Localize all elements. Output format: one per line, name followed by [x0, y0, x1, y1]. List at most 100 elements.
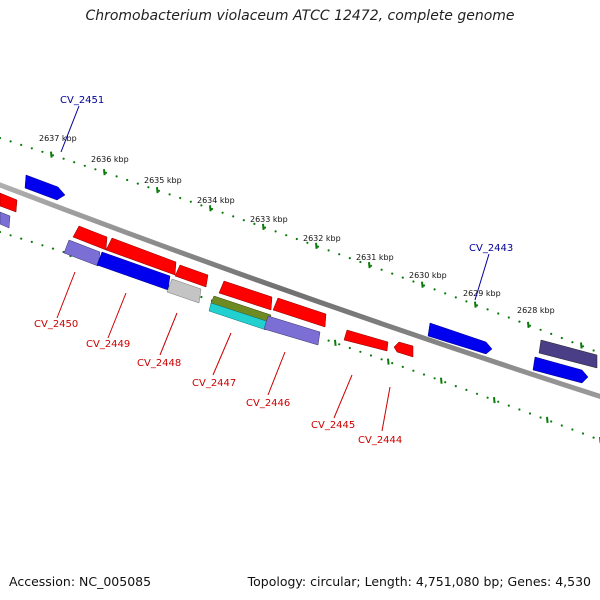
minus-strand-features	[0, 192, 414, 358]
scale-dot	[528, 412, 532, 415]
scale-label-2630: 2630 kbp	[409, 271, 447, 280]
gene-label-cv2451[interactable]: CV_2451	[60, 95, 104, 106]
gene-label-cv2448[interactable]: CV_2448	[137, 358, 181, 369]
scale-dot	[412, 280, 415, 283]
scale-tick	[527, 321, 530, 328]
gene-feature-cv2446[interactable]	[218, 280, 273, 311]
scale-dot	[359, 260, 362, 264]
scale-label-2628: 2628 kbp	[517, 306, 555, 315]
scale-dot	[62, 157, 65, 160]
gene-label-cv2445[interactable]: CV_2445	[311, 420, 355, 431]
scale-tick	[546, 416, 549, 423]
gene-feature-cv2446b[interactable]	[272, 297, 327, 328]
gene-feature-cv2449[interactable]	[105, 237, 177, 276]
scale-dot	[242, 219, 245, 222]
scale-dot	[433, 288, 436, 291]
gene-feature-cv2448b[interactable]	[166, 278, 202, 304]
scale-dot	[465, 388, 468, 391]
gene-feature-cv2451[interactable]	[24, 174, 66, 201]
gene-label-cv2450[interactable]: CV_2450	[34, 319, 78, 330]
gene-label-cv2446[interactable]: CV_2446	[246, 398, 290, 409]
scale-label-2636: 2636 kbp	[91, 155, 129, 164]
scale-dot	[0, 230, 2, 234]
scale-dot	[518, 320, 521, 323]
scale-dot	[528, 324, 532, 327]
scale-label-2629: 2629 kbp	[463, 289, 501, 298]
gene-feature-cv2445[interactable]	[343, 329, 389, 352]
scale-tick	[103, 169, 106, 176]
scale-dot	[83, 164, 86, 167]
scale-dot	[454, 385, 457, 388]
scale-dot	[486, 308, 489, 311]
scale-dot	[41, 150, 44, 153]
scale-dot	[539, 328, 542, 331]
scale-tick	[334, 339, 337, 346]
scale-dot	[30, 147, 33, 150]
scale-dot	[189, 200, 192, 203]
gene-feature-cv2446c[interactable]	[263, 315, 321, 346]
gene-label-cv2444[interactable]: CV_2444	[358, 435, 402, 446]
scale-label-2637: 2637 kbp	[39, 134, 77, 143]
scale-dot	[497, 400, 500, 403]
scale-dot	[592, 349, 595, 352]
scale-dot	[316, 245, 320, 248]
scale-dot	[327, 339, 330, 342]
scale-dot	[507, 316, 510, 319]
gene-feature-cv2450b[interactable]	[63, 239, 101, 267]
scale-dot	[444, 381, 447, 384]
scale-tick	[262, 223, 265, 230]
leader-lines	[56, 105, 490, 432]
scale-dot	[560, 424, 563, 427]
scale-label-2631: 2631 kbp	[356, 253, 394, 262]
gene-feature-cv2443[interactable]	[427, 322, 493, 355]
scale-dot	[338, 253, 341, 256]
scale-dot	[412, 369, 415, 372]
scale-dot	[20, 143, 23, 146]
gene-feature-cv2447b[interactable]	[208, 302, 270, 331]
scale-tick	[493, 397, 496, 404]
gene-label-cv2447[interactable]: CV_2447	[192, 378, 236, 389]
scale-dot	[200, 204, 203, 207]
gene-feature-blue-right[interactable]	[532, 356, 589, 384]
gene-label-cv2443[interactable]: CV_2443	[469, 243, 513, 254]
gene-feature-cv2444[interactable]	[393, 341, 414, 358]
scale-tick	[440, 377, 443, 384]
scale-tick	[474, 301, 477, 308]
scale-dot	[369, 264, 373, 267]
scale-dot	[475, 392, 479, 395]
scale-dot	[104, 171, 108, 174]
leader-cv2443	[474, 253, 490, 301]
scale-dot	[232, 215, 235, 218]
gene-feature-cv2448[interactable]	[174, 264, 209, 288]
plus-strand-features	[24, 174, 598, 384]
leader-cv2450	[56, 271, 76, 319]
scale-dot	[539, 416, 542, 419]
scale-dot	[486, 396, 489, 399]
scale-dot	[401, 276, 404, 279]
scale-dot	[200, 295, 203, 299]
leader-cv2444	[381, 386, 391, 432]
scale-labels: 2637 kbp 2636 kbp 2635 kbp 2634 kbp 2633…	[39, 134, 555, 315]
scale-dot	[401, 365, 404, 368]
leader-cv2447	[212, 332, 232, 376]
gene-labels: CV_2451 CV_2443 CV_2450 CV_2449 CV_2448 …	[34, 95, 513, 446]
scale-dot	[518, 408, 521, 411]
scale-dot	[571, 428, 574, 431]
scale-dot	[157, 189, 161, 192]
gene-feature-dark[interactable]	[538, 339, 598, 369]
scale-dot	[560, 336, 563, 340]
scale-dot	[51, 247, 55, 250]
scale-dot	[30, 240, 33, 243]
scale-dot	[391, 272, 394, 275]
gene-feature-violet-edge[interactable]	[0, 211, 11, 229]
scale-dot	[550, 332, 553, 335]
scale-tick	[315, 242, 318, 249]
genome-backbone	[0, 182, 600, 400]
gene-label-cv2449[interactable]: CV_2449	[86, 339, 130, 350]
scale-dot	[126, 178, 129, 182]
scale-dot	[348, 257, 351, 260]
leader-cv2448	[159, 312, 178, 356]
outer-scale-track	[0, 136, 595, 352]
gene-feature-red-edge[interactable]	[0, 192, 18, 213]
